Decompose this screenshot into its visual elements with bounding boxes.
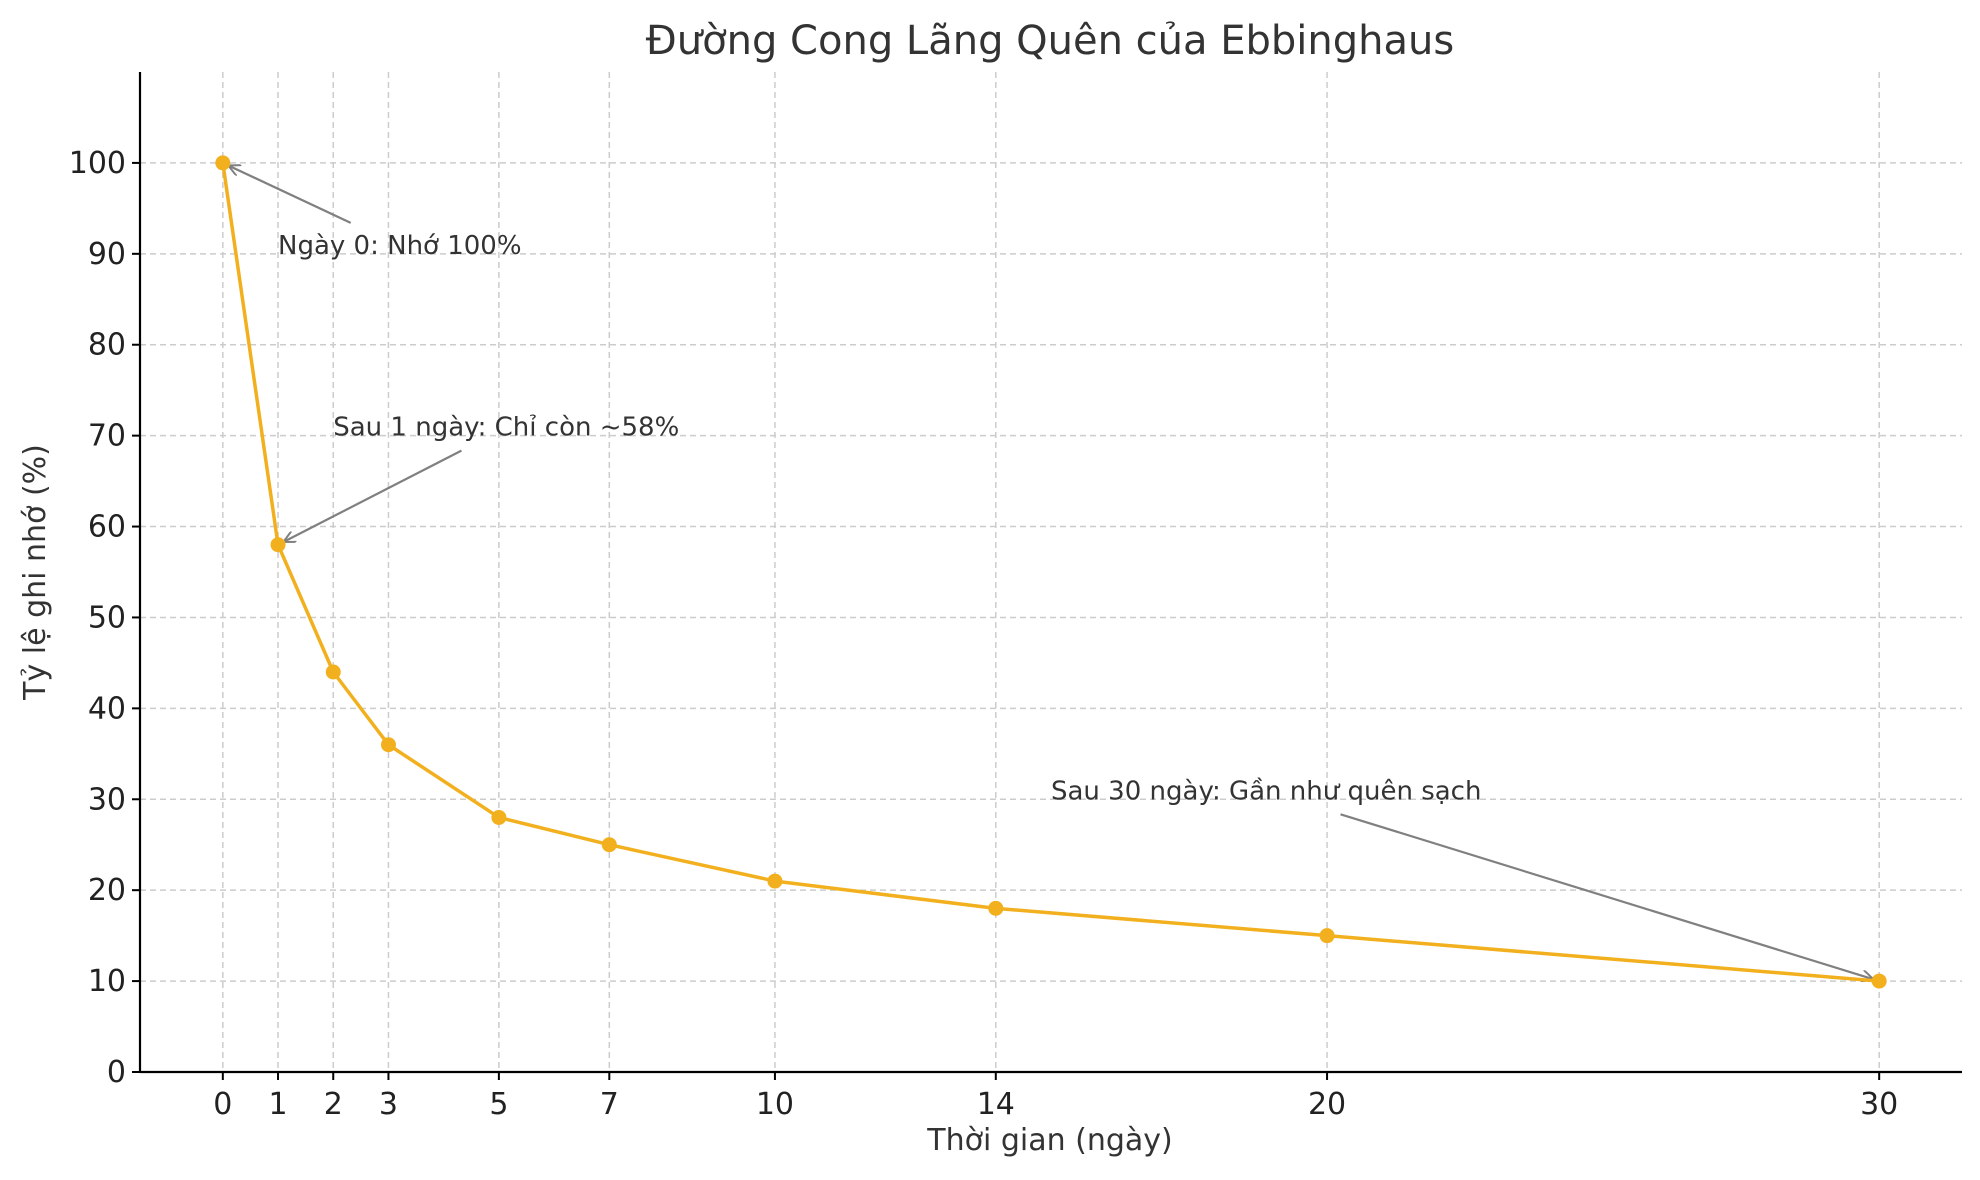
y-tick-label: 0 xyxy=(107,1055,126,1090)
x-tick-label: 14 xyxy=(977,1087,1015,1122)
data-point xyxy=(380,737,396,753)
annotation-text: Sau 30 ngày: Gần như quên sạch xyxy=(1051,776,1481,806)
x-tick-label: 2 xyxy=(324,1087,343,1122)
y-tick-label: 70 xyxy=(88,419,126,454)
y-tick-label: 90 xyxy=(88,237,126,272)
data-point xyxy=(1319,928,1335,944)
y-ticks: 0 10 20 30 40 50 60 70 80 90 100 xyxy=(69,146,140,1090)
x-tick-label: 1 xyxy=(268,1087,287,1122)
x-tick-label: 30 xyxy=(1860,1087,1898,1122)
y-tick-label: 20 xyxy=(88,873,126,908)
x-tick-label: 0 xyxy=(213,1087,232,1122)
data-point xyxy=(215,155,231,171)
data-point xyxy=(1871,973,1887,989)
annotation-arrow xyxy=(228,165,352,224)
axes xyxy=(138,72,1962,1074)
x-axis-label: Thời gian (ngày) xyxy=(926,1123,1172,1158)
data-point xyxy=(988,900,1004,916)
x-tick-label: 3 xyxy=(379,1087,398,1122)
annotation-text: Ngày 0: Nhớ 100% xyxy=(278,231,522,261)
y-tick-label: 40 xyxy=(88,691,126,726)
data-point xyxy=(767,873,783,889)
data-point xyxy=(270,537,286,553)
annotations: Ngày 0: Nhớ 100% Sau 1 ngày: Chỉ còn ~58%… xyxy=(228,165,1873,979)
y-tick-label: 10 xyxy=(88,964,126,999)
data-point xyxy=(601,837,617,853)
x-tick-label: 5 xyxy=(489,1087,508,1122)
y-tick-label: 60 xyxy=(88,510,126,545)
annotation-arrow xyxy=(283,449,462,542)
x-ticks: 0 1 2 3 5 7 10 14 20 30 xyxy=(213,1072,1898,1122)
y-axis-label: Tỷ lệ ghi nhớ (%) xyxy=(18,444,53,701)
y-tick-label: 30 xyxy=(88,782,126,817)
data-point xyxy=(325,664,341,680)
y-tick-label: 50 xyxy=(88,600,126,635)
x-tick-label: 20 xyxy=(1308,1087,1346,1122)
data-point xyxy=(491,809,507,825)
annotation-arrow xyxy=(1340,813,1874,979)
annotation-text: Sau 1 ngày: Chỉ còn ~58% xyxy=(333,413,679,443)
chart-title: Đường Cong Lãng Quên của Ebbinghaus xyxy=(646,18,1454,64)
y-tick-label: 80 xyxy=(88,328,126,363)
y-tick-label: 100 xyxy=(69,146,126,181)
series-line xyxy=(221,162,1880,983)
grid xyxy=(140,72,1962,1072)
x-tick-label: 10 xyxy=(756,1087,794,1122)
x-tick-label: 7 xyxy=(600,1087,619,1122)
series xyxy=(215,155,1887,989)
